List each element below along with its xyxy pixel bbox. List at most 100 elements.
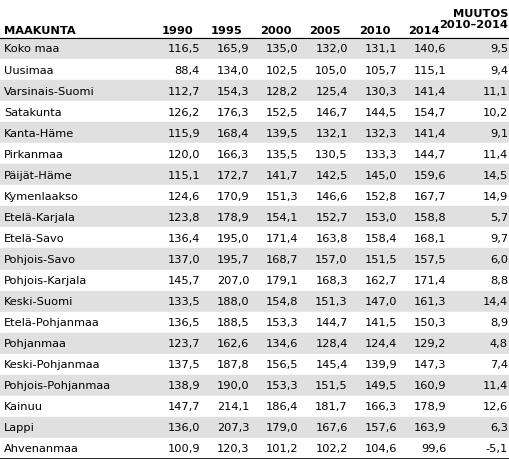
Text: 12,6: 12,6 bbox=[482, 402, 507, 411]
Text: Kanta-Häme: Kanta-Häme bbox=[4, 129, 74, 138]
Text: 195,7: 195,7 bbox=[216, 254, 249, 264]
Text: 168,3: 168,3 bbox=[315, 275, 347, 285]
Text: Uusimaa: Uusimaa bbox=[4, 65, 53, 75]
Text: 141,5: 141,5 bbox=[364, 318, 397, 327]
Text: 102,2: 102,2 bbox=[315, 443, 347, 453]
Text: 188,0: 188,0 bbox=[216, 297, 249, 307]
Bar bbox=[0, 144, 509, 165]
Text: 120,0: 120,0 bbox=[167, 150, 200, 159]
Text: 179,1: 179,1 bbox=[265, 275, 298, 285]
Text: 125,4: 125,4 bbox=[315, 86, 347, 96]
Text: 14,5: 14,5 bbox=[482, 170, 507, 180]
Text: 5,7: 5,7 bbox=[489, 213, 507, 223]
Bar bbox=[0, 333, 509, 354]
Text: 6,0: 6,0 bbox=[489, 254, 507, 264]
Text: 149,5: 149,5 bbox=[364, 381, 397, 391]
Bar bbox=[0, 249, 509, 270]
Text: 171,4: 171,4 bbox=[413, 275, 445, 285]
Text: 150,3: 150,3 bbox=[413, 318, 445, 327]
Text: 145,7: 145,7 bbox=[167, 275, 200, 285]
Text: 181,7: 181,7 bbox=[315, 402, 347, 411]
Text: 190,0: 190,0 bbox=[216, 381, 249, 391]
Text: 124,4: 124,4 bbox=[364, 338, 397, 348]
Bar bbox=[0, 417, 509, 438]
Bar bbox=[0, 312, 509, 333]
Text: 162,7: 162,7 bbox=[364, 275, 397, 285]
Text: 134,0: 134,0 bbox=[216, 65, 249, 75]
Text: 144,7: 144,7 bbox=[315, 318, 347, 327]
Text: 8,9: 8,9 bbox=[489, 318, 507, 327]
Text: 112,7: 112,7 bbox=[167, 86, 200, 96]
Text: 157,0: 157,0 bbox=[315, 254, 347, 264]
Text: 6,3: 6,3 bbox=[489, 422, 507, 432]
Bar bbox=[0, 165, 509, 186]
Text: 100,9: 100,9 bbox=[167, 443, 200, 453]
Text: 141,4: 141,4 bbox=[413, 129, 445, 138]
Text: 105,0: 105,0 bbox=[315, 65, 347, 75]
Text: 178,9: 178,9 bbox=[413, 402, 445, 411]
Text: 146,6: 146,6 bbox=[315, 191, 347, 202]
Text: 9,1: 9,1 bbox=[489, 129, 507, 138]
Text: 154,3: 154,3 bbox=[216, 86, 249, 96]
Text: 99,6: 99,6 bbox=[420, 443, 445, 453]
Text: 145,4: 145,4 bbox=[315, 359, 347, 369]
Text: 152,8: 152,8 bbox=[364, 191, 397, 202]
Text: 141,7: 141,7 bbox=[266, 170, 298, 180]
Text: 159,6: 159,6 bbox=[413, 170, 445, 180]
Text: 168,1: 168,1 bbox=[413, 234, 445, 243]
Text: 147,7: 147,7 bbox=[167, 402, 200, 411]
Text: 132,3: 132,3 bbox=[364, 129, 397, 138]
Text: 179,0: 179,0 bbox=[265, 422, 298, 432]
Text: Pirkanmaa: Pirkanmaa bbox=[4, 150, 64, 159]
Text: 2014: 2014 bbox=[407, 25, 439, 35]
Text: 2010: 2010 bbox=[358, 25, 389, 35]
Text: 151,3: 151,3 bbox=[265, 191, 298, 202]
Text: Varsinais-Suomi: Varsinais-Suomi bbox=[4, 86, 95, 96]
Text: 160,9: 160,9 bbox=[413, 381, 445, 391]
Text: -5,1: -5,1 bbox=[485, 443, 507, 453]
Text: 116,5: 116,5 bbox=[167, 45, 200, 54]
Text: 163,8: 163,8 bbox=[315, 234, 347, 243]
Text: 207,0: 207,0 bbox=[216, 275, 249, 285]
Text: 9,4: 9,4 bbox=[489, 65, 507, 75]
Text: 123,8: 123,8 bbox=[167, 213, 200, 223]
Bar bbox=[0, 375, 509, 396]
Text: 135,0: 135,0 bbox=[265, 45, 298, 54]
Text: 11,4: 11,4 bbox=[482, 150, 507, 159]
Text: 166,3: 166,3 bbox=[216, 150, 249, 159]
Text: 136,0: 136,0 bbox=[167, 422, 200, 432]
Text: 132,1: 132,1 bbox=[315, 129, 347, 138]
Text: 129,2: 129,2 bbox=[413, 338, 445, 348]
Text: 156,5: 156,5 bbox=[266, 359, 298, 369]
Text: Pohjois-Pohjanmaa: Pohjois-Pohjanmaa bbox=[4, 381, 111, 391]
Text: 151,5: 151,5 bbox=[364, 254, 397, 264]
Text: 157,5: 157,5 bbox=[413, 254, 445, 264]
Text: 115,9: 115,9 bbox=[167, 129, 200, 138]
Text: Päijät-Häme: Päijät-Häme bbox=[4, 170, 73, 180]
Bar bbox=[0, 102, 509, 123]
Text: Pohjanmaa: Pohjanmaa bbox=[4, 338, 67, 348]
Text: 178,9: 178,9 bbox=[216, 213, 249, 223]
Text: 167,7: 167,7 bbox=[413, 191, 445, 202]
Text: 151,5: 151,5 bbox=[315, 381, 347, 391]
Text: 147,3: 147,3 bbox=[413, 359, 445, 369]
Text: 153,3: 153,3 bbox=[265, 381, 298, 391]
Text: 136,4: 136,4 bbox=[167, 234, 200, 243]
Text: 186,4: 186,4 bbox=[266, 402, 298, 411]
Bar bbox=[0, 438, 509, 459]
Text: 88,4: 88,4 bbox=[174, 65, 200, 75]
Text: 166,3: 166,3 bbox=[364, 402, 397, 411]
Text: 105,7: 105,7 bbox=[364, 65, 397, 75]
Text: 115,1: 115,1 bbox=[167, 170, 200, 180]
Text: 137,0: 137,0 bbox=[167, 254, 200, 264]
Text: 115,1: 115,1 bbox=[413, 65, 445, 75]
Text: 140,6: 140,6 bbox=[413, 45, 445, 54]
Text: 128,4: 128,4 bbox=[315, 338, 347, 348]
Bar bbox=[0, 60, 509, 81]
Text: 165,9: 165,9 bbox=[216, 45, 249, 54]
Bar bbox=[0, 123, 509, 144]
Text: 152,5: 152,5 bbox=[266, 107, 298, 118]
Text: 9,7: 9,7 bbox=[489, 234, 507, 243]
Text: Pohjois-Karjala: Pohjois-Karjala bbox=[4, 275, 87, 285]
Text: 188,5: 188,5 bbox=[216, 318, 249, 327]
